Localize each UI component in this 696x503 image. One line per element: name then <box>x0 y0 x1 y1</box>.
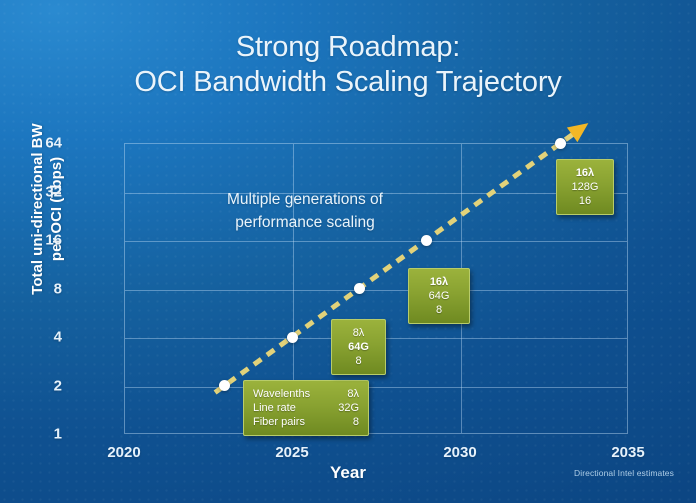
callout-wavelengths: 8λ <box>352 327 365 339</box>
x-axis-tick-label: 2025 <box>275 444 309 461</box>
legend-row-key: Line rate <box>253 402 296 414</box>
callout-line-rate: 128G <box>571 181 599 193</box>
callout-fiber-pairs: 8 <box>355 355 362 367</box>
gridline-horizontal <box>125 241 627 242</box>
arrowhead-icon <box>566 123 589 143</box>
y-axis-title-line-2: per OCI (Tbps) <box>48 156 65 262</box>
y-axis-title: Total uni-directional BW per OCI (Tbps) <box>28 64 66 354</box>
plot-area <box>124 143 628 434</box>
legend-row-key: Wavelenths <box>253 388 311 400</box>
title-line-1: Strong Roadmap: <box>235 31 461 63</box>
data-point <box>219 380 231 391</box>
annotation-line-2: performance scaling <box>235 214 375 231</box>
gridline-horizontal <box>125 386 627 388</box>
gridline-horizontal <box>125 289 627 291</box>
callout-fiber-pairs: 16 <box>578 195 592 207</box>
x-axis-tick-label: 2030 <box>443 444 477 461</box>
chart-annotation: Multiple generations of performance scal… <box>190 188 420 234</box>
y-axis-tick-label: 1 <box>53 425 62 443</box>
callout-wavelengths: 16λ <box>575 167 595 179</box>
y-axis-tick-label: 64 <box>45 134 62 152</box>
y-axis-tick-label: 8 <box>53 280 62 297</box>
callout-2033: 16λ 128G 16 <box>556 159 614 215</box>
callout-fiber-pairs: 8 <box>435 304 443 316</box>
y-axis-tick-label: 2 <box>53 377 62 394</box>
legend-row-value: 32G <box>338 402 359 414</box>
title-line-2: OCI Bandwidth Scaling Trajectory <box>134 66 562 98</box>
legend-row-value: 8λ <box>347 388 359 400</box>
y-axis-tick-label: 32 <box>45 183 62 200</box>
legend-row-value: 8 <box>352 416 359 428</box>
data-point <box>286 331 298 343</box>
callout-2027: 8λ 64G 8 <box>331 319 386 375</box>
legend-row-key: Fiber pairs <box>253 416 305 428</box>
callout-2029: 16λ 64G 8 <box>408 268 470 324</box>
data-point <box>420 234 432 246</box>
legend-callout: Wavelenths 8λ Line rate 32G Fiber pairs 8 <box>243 380 369 436</box>
callout-line-rate: 64G <box>428 290 450 302</box>
x-axis-tick-label: 2035 <box>611 444 645 461</box>
legend-row: Fiber pairs 8 <box>253 415 359 429</box>
x-axis-title: Year <box>330 463 366 482</box>
data-point <box>353 283 365 294</box>
slide-title: Strong Roadmap: OCI Bandwidth Scaling Tr… <box>0 30 696 100</box>
legend-row: Wavelenths 8λ <box>253 387 359 401</box>
callout-line-rate: 64G <box>348 341 369 353</box>
y-axis-tick-label: 4 <box>53 328 62 346</box>
x-axis-tick-label: 2020 <box>107 444 141 461</box>
annotation-line-1: Multiple generations of <box>227 191 383 208</box>
legend-row: Line rate 32G <box>253 401 359 415</box>
footnote: Directional Intel estimates <box>573 468 674 478</box>
data-point <box>555 137 567 149</box>
y-axis-tick-label: 16 <box>45 231 62 249</box>
callout-wavelengths: 16λ <box>429 276 449 288</box>
